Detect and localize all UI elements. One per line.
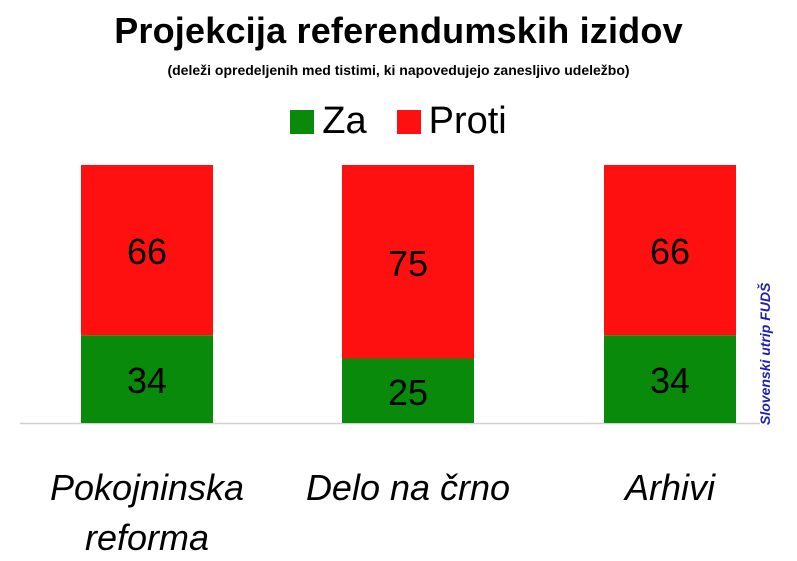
category-label-1-line-1: Pokojninska xyxy=(50,467,244,508)
bar-za-2 xyxy=(342,358,474,423)
data-label-proti-3: 66 xyxy=(650,231,690,272)
bar-proti-2 xyxy=(342,165,474,359)
data-label-proti-2: 75 xyxy=(388,243,428,284)
data-label-za-3: 34 xyxy=(650,360,690,401)
category-label-3: Arhivi xyxy=(623,467,716,508)
legend-swatch-za xyxy=(290,109,315,134)
bar-proti-1 xyxy=(81,165,213,336)
bar-za-3 xyxy=(604,335,736,423)
chart-title: Projekcija referendumskih izidov xyxy=(114,10,683,51)
data-label-za-1: 34 xyxy=(127,360,167,401)
chart-subtitle: (deleži opredeljenih med tistimi, ki nap… xyxy=(167,62,630,78)
legend: Za Proti xyxy=(0,100,797,143)
legend-label-za: Za xyxy=(322,100,367,142)
legend-item-za: Za xyxy=(290,100,367,143)
bar-za-1 xyxy=(81,335,213,423)
category-label-2: Delo na črno xyxy=(306,467,510,508)
legend-label-proti: Proti xyxy=(428,100,507,142)
category-label-1-line-2: reforma xyxy=(85,517,209,558)
data-label-za-2: 25 xyxy=(388,372,428,413)
source-label: Slovenski utrip FUDŠ xyxy=(757,282,773,425)
bar-proti-3 xyxy=(604,165,736,336)
legend-item-proti: Proti xyxy=(396,100,507,143)
data-label-proti-1: 66 xyxy=(127,231,167,272)
legend-swatch-proti xyxy=(396,109,421,134)
